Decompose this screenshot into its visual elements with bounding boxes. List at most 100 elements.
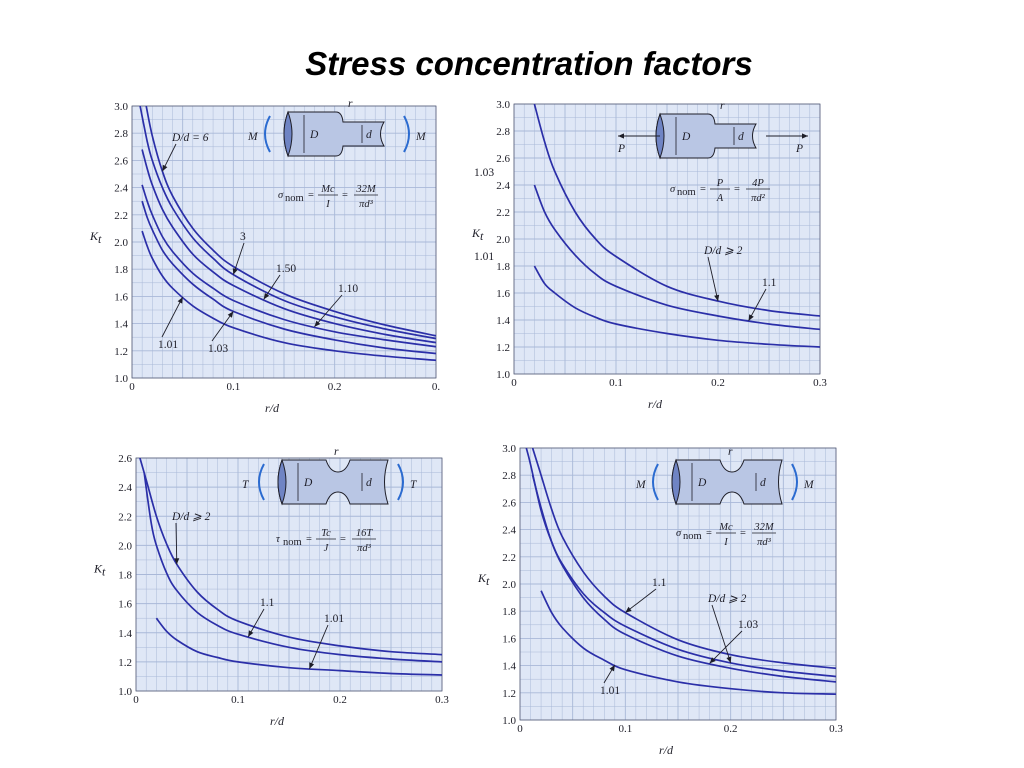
x-tick-label: 0.2 — [328, 381, 342, 393]
curve-label: 1.1 — [652, 577, 667, 589]
load-label-left: M — [635, 479, 647, 491]
nominal-stress-formula: σ nom = Mc I = 32M πd³ — [676, 522, 776, 548]
y-tick-label: 2.6 — [502, 497, 516, 509]
x-tick-label: 0 — [129, 381, 135, 393]
formula-sub: nom — [683, 531, 702, 542]
curve-4 — [141, 200, 436, 355]
y-tick-label: 1.2 — [114, 346, 128, 358]
dim-D-label: D — [303, 477, 313, 489]
formula-eq1: = — [700, 184, 706, 195]
page-title: Stress concentration factors — [305, 45, 753, 82]
curve-labels: D/d ⩾ 2 1.1 1.01 — [171, 511, 344, 670]
formula-den2: πd³ — [357, 543, 372, 554]
x-axis-label: r/d — [648, 397, 663, 411]
formula-den2: πd³ — [359, 199, 374, 210]
curve-3 — [540, 590, 836, 696]
curve-label-arrow-head — [232, 268, 238, 275]
curve-label: D/d ⩾ 2 — [171, 511, 211, 523]
curve-label-arrow — [314, 294, 343, 328]
curve-label: 1.1 — [762, 277, 777, 289]
load-arrow-left-head — [618, 133, 624, 139]
y-tick-label: 2.8 — [496, 126, 510, 138]
curve-0 — [145, 106, 436, 337]
curve-label-arrow-head — [714, 294, 720, 302]
formula-num2: 16T — [356, 528, 374, 539]
curve-label-arrow-head — [174, 558, 180, 565]
x-tick-label: 0 — [511, 377, 517, 389]
shaft-end — [283, 110, 293, 158]
y-tick-label: 1.0 — [496, 369, 510, 381]
curve-0 — [531, 448, 836, 670]
load-curl-left — [264, 115, 271, 153]
y-tick-label: 1.6 — [118, 599, 132, 611]
load-label-left: T — [242, 479, 250, 491]
dim-D-label: D — [681, 131, 691, 143]
y-tick-label: 2.0 — [496, 234, 510, 246]
plot-frame — [519, 447, 837, 721]
formula-den1: I — [723, 537, 728, 548]
x-tick-label: 0 — [133, 694, 139, 706]
curve-label-arrow-head — [709, 657, 716, 664]
curve-label-arrow-head — [748, 314, 754, 321]
load-label-right: M — [415, 131, 427, 143]
radius-label: r — [348, 98, 353, 110]
y-tick-label: 2.4 — [118, 482, 132, 494]
grid — [513, 103, 821, 375]
curve-label-arrow — [161, 296, 184, 338]
y-axis-label-sub: t — [480, 229, 484, 243]
y-tick-label: 1.8 — [496, 261, 510, 273]
radius-label: r — [728, 446, 733, 458]
curve-labels: 1.1 D/d ⩾ 2 1.03 1.01 — [600, 577, 758, 697]
nominal-stress-formula: σ nom = PA = 4P πd² — [670, 178, 770, 204]
y-tick-label: 1.2 — [502, 688, 516, 700]
y-tick-label: 1.6 — [496, 288, 510, 300]
y-tick-label: 2.4 — [496, 180, 510, 192]
curve-0 — [139, 458, 442, 656]
load-label-left: P — [617, 143, 625, 155]
y-tick-label: 2.0 — [114, 237, 128, 249]
curve-label: 1.03 — [738, 619, 758, 631]
y-tick-label: 1.4 — [114, 319, 128, 331]
formula-sub: nom — [285, 193, 304, 204]
formula-den2: πd² — [751, 193, 766, 204]
y-tick-label: 2.2 — [496, 207, 510, 219]
dim-d-label: d — [738, 131, 744, 143]
y-tick-label: 1.4 — [118, 628, 132, 640]
x-axis-label: r/d — [659, 743, 674, 757]
y-axis-label: K — [93, 562, 103, 576]
curve-label-arrow-head — [314, 320, 321, 327]
curve-label-arrow-head — [227, 311, 234, 318]
y-axis-label: K — [471, 226, 481, 240]
curve-3 — [141, 184, 436, 348]
curve-label-arrow — [211, 311, 234, 342]
curve-label-arrow-head — [263, 293, 270, 300]
x-axis-label: r/d — [265, 401, 280, 415]
y-axis-label-sub: t — [98, 232, 102, 246]
x-tick-label: 0.1 — [618, 723, 632, 735]
x-tick-label: 0.1 — [226, 381, 240, 393]
curve-5 — [141, 230, 436, 362]
chart-bending-shaft: 1.0 1.2 1.4 1.6 1.8 2.0 2.2 2.4 2.6 2.8 3.0 0 0.1 0.2… — [88, 96, 448, 426]
curve-label: 1.01 — [324, 613, 344, 625]
y-tick-label: 3.0 — [496, 99, 510, 111]
curve-label-arrow-head — [726, 656, 732, 663]
x-tick-label: 0.2 — [333, 694, 347, 706]
x-tick-label: 0 — [517, 723, 523, 735]
y-tick-label: 2.0 — [502, 579, 516, 591]
formula-lhs: τ — [276, 534, 281, 545]
formula-lhs: σ — [676, 528, 682, 539]
y-tick-label: 1.8 — [118, 570, 132, 582]
x-tick-label: 0.2 — [724, 723, 738, 735]
y-tick-label: 2.4 — [502, 525, 516, 537]
curves — [525, 448, 836, 696]
curve-1 — [139, 106, 436, 340]
y-tick-label: 2.4 — [114, 183, 128, 195]
shaft-end — [277, 458, 287, 506]
x-tick-label: 0.2 — [711, 377, 725, 389]
curve-label-arrow — [748, 288, 767, 322]
curve-1 — [533, 184, 820, 331]
formula-den1: I — [325, 199, 330, 210]
